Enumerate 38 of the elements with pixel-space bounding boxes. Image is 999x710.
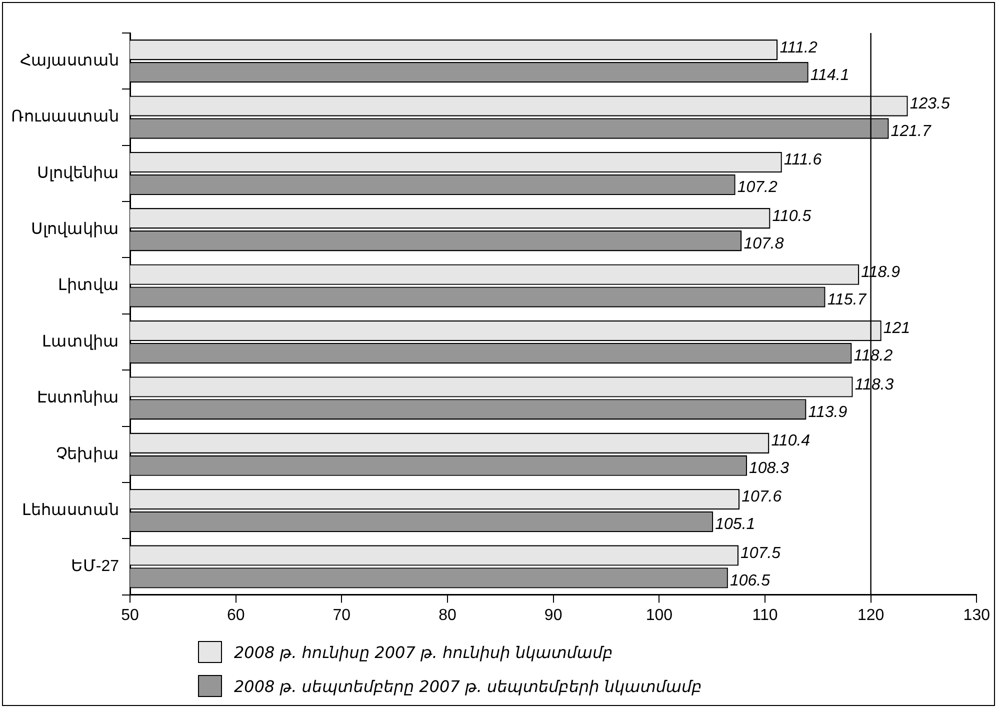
y-tick-label: Էստոնիա (37, 390, 119, 407)
x-tick-label: 90 (544, 606, 562, 624)
y-tick-label: ԵՄ-27 (70, 558, 120, 576)
y-tick-label: Սլովակիա (31, 221, 119, 238)
data-label: 107.6 (742, 488, 782, 506)
data-label: 107.8 (744, 235, 784, 252)
data-label: 111.2 (780, 39, 818, 56)
data-label: 105.1 (715, 516, 756, 534)
data-label: 108.3 (749, 460, 790, 478)
x-tick-label: 50 (121, 606, 139, 624)
data-label: 110.5 (772, 208, 812, 225)
data-label: 110.4 (771, 432, 810, 450)
x-tick-label: 130 (963, 606, 990, 624)
data-label: 106.5 (730, 572, 770, 590)
data-label: 121 (883, 320, 910, 338)
y-tick-label: Լատվիա (42, 333, 119, 350)
y-tick-label: Հայաստան (20, 52, 119, 70)
y-tick-label: Լիտվա (58, 277, 119, 294)
data-label: 121.7 (890, 122, 932, 140)
x-tick-label: 80 (438, 606, 456, 624)
legend-label: 2008 թ. հունիսը 2007 թ. հունիսի նկատմամբ (234, 642, 613, 662)
data-label: 107.2 (737, 179, 778, 196)
data-label: 107.5 (740, 544, 781, 562)
y-tick-label: Չեխիա (56, 446, 119, 463)
data-label: 115.7 (827, 292, 868, 308)
y-tick-label: Լեհաստան (22, 502, 119, 519)
x-tick-label: 100 (646, 606, 673, 624)
data-label: 114.1 (810, 66, 850, 84)
data-label: 111.6 (784, 152, 822, 169)
data-label: 123.5 (910, 95, 950, 112)
y-tick-label: Ռուսաստան (11, 108, 119, 126)
x-tick-label: 110 (752, 606, 778, 624)
x-tick-label: 70 (332, 606, 351, 624)
y-tick-label: Սլովենիա (37, 164, 119, 182)
x-tick-label: 60 (226, 606, 245, 624)
data-label: 113.9 (808, 404, 848, 421)
x-tick-label: 120 (857, 606, 884, 624)
legend-label: 2008 թ. սեպտեմբերը 2007 թ. սեպտեմբերի նկատմամբ (234, 676, 702, 696)
